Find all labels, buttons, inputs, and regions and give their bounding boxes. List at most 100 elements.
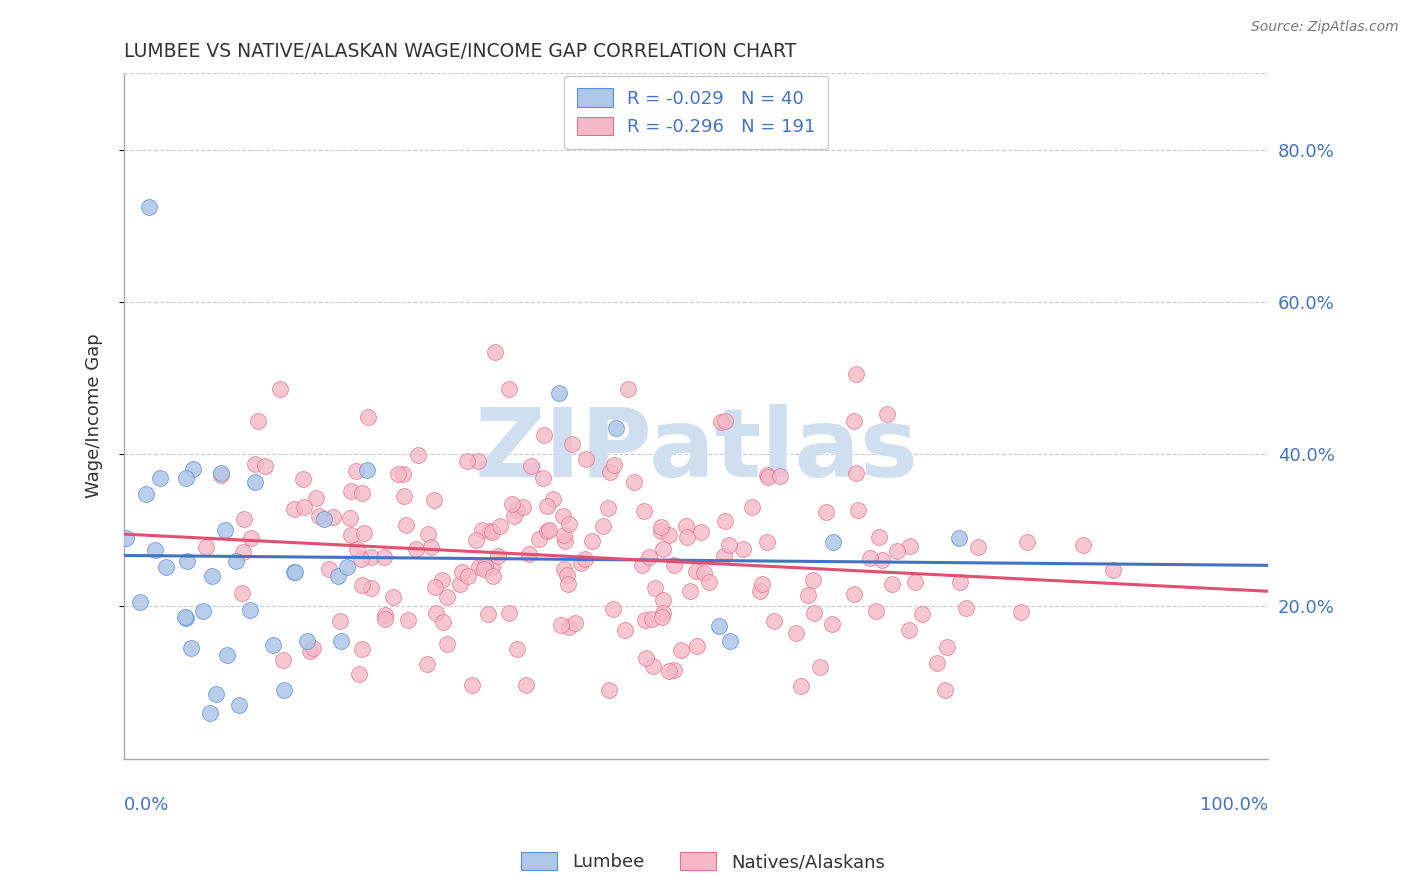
Point bbox=[373, 550, 395, 565]
Point bbox=[374, 611, 396, 625]
Point bbox=[561, 437, 583, 451]
Point bbox=[129, 595, 152, 609]
Point bbox=[474, 558, 496, 573]
Legend: Lumbee, Natives/Alaskans: Lumbee, Natives/Alaskans bbox=[515, 845, 891, 879]
Point bbox=[536, 500, 558, 514]
Point bbox=[360, 549, 382, 564]
Point bbox=[842, 587, 865, 601]
Point bbox=[436, 637, 458, 651]
Point bbox=[353, 526, 375, 541]
Point bbox=[239, 603, 262, 617]
Point bbox=[482, 569, 505, 583]
Point bbox=[713, 549, 735, 563]
Point bbox=[283, 502, 305, 516]
Point bbox=[664, 558, 686, 572]
Point bbox=[763, 614, 786, 628]
Point bbox=[336, 560, 359, 574]
Point bbox=[481, 525, 503, 540]
Point bbox=[318, 562, 340, 576]
Point bbox=[174, 611, 197, 625]
Point bbox=[253, 458, 276, 473]
Point bbox=[755, 534, 778, 549]
Point bbox=[898, 540, 921, 554]
Point bbox=[231, 585, 253, 599]
Point bbox=[633, 504, 655, 518]
Point bbox=[669, 643, 692, 657]
Point bbox=[145, 543, 167, 558]
Point bbox=[239, 531, 262, 545]
Point bbox=[598, 683, 620, 698]
Point bbox=[686, 639, 709, 653]
Point bbox=[603, 458, 626, 472]
Point bbox=[967, 541, 990, 555]
Point bbox=[558, 516, 581, 531]
Point bbox=[214, 524, 236, 538]
Point bbox=[405, 542, 427, 557]
Point bbox=[225, 554, 247, 568]
Point bbox=[846, 503, 869, 517]
Point bbox=[768, 469, 790, 483]
Point bbox=[330, 633, 353, 648]
Point bbox=[195, 540, 218, 554]
Point bbox=[551, 508, 574, 523]
Point bbox=[602, 601, 624, 615]
Point bbox=[233, 512, 256, 526]
Point bbox=[382, 590, 405, 604]
Point bbox=[329, 614, 352, 628]
Point bbox=[271, 652, 294, 666]
Point bbox=[599, 465, 621, 479]
Point bbox=[314, 512, 336, 526]
Point bbox=[936, 640, 959, 655]
Point bbox=[506, 641, 529, 656]
Point bbox=[292, 472, 315, 486]
Point bbox=[472, 562, 495, 576]
Point bbox=[644, 581, 666, 595]
Point bbox=[468, 560, 491, 574]
Point bbox=[478, 524, 501, 539]
Point bbox=[533, 428, 555, 442]
Point bbox=[174, 471, 197, 485]
Point bbox=[1102, 563, 1125, 577]
Point bbox=[501, 497, 523, 511]
Point bbox=[498, 383, 520, 397]
Y-axis label: Wage/Income Gap: Wage/Income Gap bbox=[86, 334, 103, 499]
Point bbox=[247, 414, 270, 428]
Point bbox=[301, 640, 323, 655]
Point bbox=[713, 414, 735, 428]
Point bbox=[486, 549, 509, 564]
Point bbox=[201, 569, 224, 583]
Point bbox=[465, 533, 488, 548]
Point bbox=[623, 475, 645, 489]
Point bbox=[232, 545, 254, 559]
Point bbox=[273, 683, 295, 698]
Point bbox=[198, 706, 221, 720]
Point bbox=[471, 524, 494, 538]
Point bbox=[904, 574, 927, 589]
Point bbox=[346, 465, 368, 479]
Point bbox=[1010, 606, 1032, 620]
Point bbox=[842, 414, 865, 428]
Point bbox=[527, 532, 550, 546]
Point bbox=[1071, 538, 1094, 552]
Point bbox=[641, 659, 664, 673]
Point bbox=[714, 514, 737, 528]
Point bbox=[432, 615, 454, 630]
Point bbox=[558, 620, 581, 634]
Point bbox=[808, 660, 831, 674]
Point bbox=[638, 549, 661, 564]
Point bbox=[650, 519, 672, 533]
Point bbox=[394, 490, 416, 504]
Point bbox=[679, 583, 702, 598]
Point bbox=[503, 508, 526, 523]
Point bbox=[651, 542, 673, 557]
Point bbox=[690, 524, 713, 539]
Point bbox=[456, 454, 478, 468]
Point bbox=[308, 509, 330, 524]
Point bbox=[360, 581, 382, 595]
Point bbox=[634, 651, 657, 665]
Point bbox=[517, 547, 540, 561]
Point bbox=[605, 420, 627, 434]
Point bbox=[135, 487, 157, 501]
Point bbox=[217, 648, 239, 662]
Point bbox=[191, 603, 214, 617]
